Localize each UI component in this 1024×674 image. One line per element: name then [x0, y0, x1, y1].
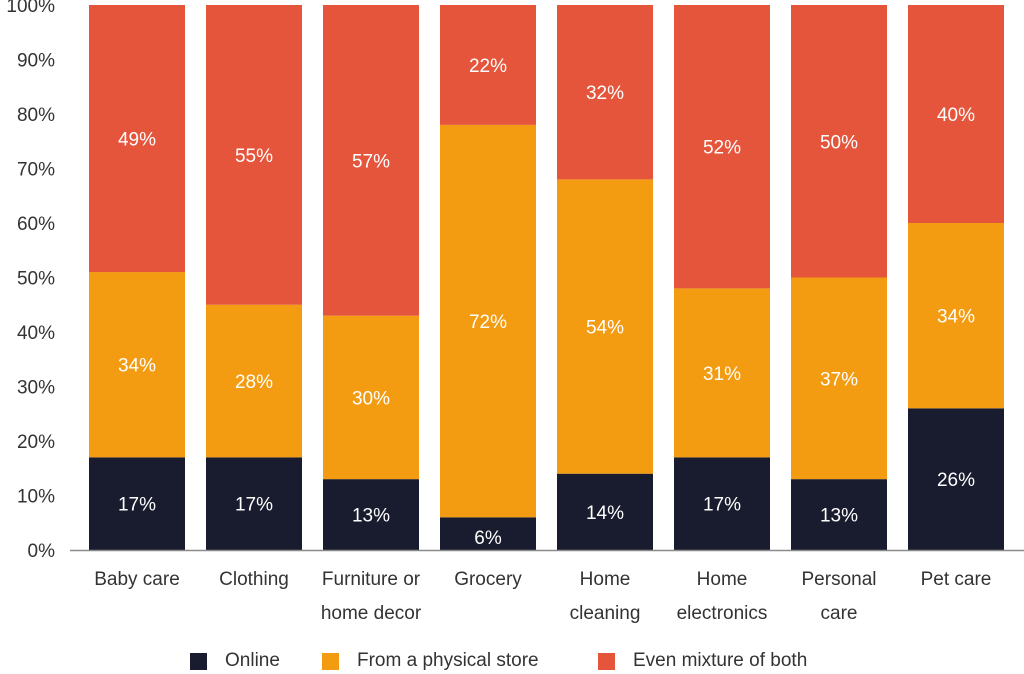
x-tick-label-line: Home [580, 569, 631, 590]
bar-segment-from-a-physical-store [440, 124, 536, 518]
data-label: 26% [937, 470, 975, 491]
bar-segment-even-mixture-of-both [440, 5, 536, 125]
y-tick-label: 20% [17, 432, 55, 453]
bar-segment-even-mixture-of-both [89, 5, 185, 273]
x-tick-label: Personal care [802, 569, 877, 624]
bar-segment-online [908, 408, 1004, 550]
bars: 17% 34% 49% 17% 28% 55% 13% 30% 57% 6% 72% 22% 14% 54… [89, 5, 1004, 550]
bar-segment-from-a-physical-store [89, 272, 185, 458]
x-tick-label-line: Home [697, 569, 748, 590]
data-label: 52% [703, 138, 741, 159]
data-label: 57% [352, 151, 390, 172]
y-tick-label: 100% [6, 0, 55, 17]
x-tick-label: Baby care [94, 569, 180, 590]
legend-label-physical-store: From a physical store [357, 650, 539, 671]
data-label: 6% [474, 528, 502, 549]
x-tick-label-line: Baby care [94, 569, 180, 590]
data-label: 17% [118, 495, 156, 516]
legend-swatch-even-mixture [598, 652, 615, 670]
data-label: 40% [937, 105, 975, 126]
data-label: 34% [937, 307, 975, 328]
bar-segment-even-mixture-of-both [557, 5, 653, 180]
bar-segment-online [557, 473, 653, 550]
bar-segment-even-mixture-of-both [791, 5, 887, 278]
bar-segment-even-mixture-of-both [323, 5, 419, 316]
data-label: 54% [586, 318, 624, 339]
data-label: 14% [586, 503, 624, 524]
data-label: 50% [820, 132, 858, 153]
bar-segment-even-mixture-of-both [674, 5, 770, 289]
bar-segment-from-a-physical-store [557, 179, 653, 474]
data-label: 31% [703, 364, 741, 385]
y-tick-label: 50% [17, 269, 55, 290]
bar-segment-from-a-physical-store [206, 304, 302, 458]
data-label: 34% [118, 356, 156, 377]
x-tick-label: Pet care [921, 569, 992, 590]
bar-segment-from-a-physical-store [791, 277, 887, 480]
x-tick-label: Home electronics [677, 569, 768, 624]
data-label: 37% [820, 369, 858, 390]
x-tick-label-line: Pet care [921, 569, 992, 590]
bar-segment-from-a-physical-store [323, 315, 419, 480]
y-tick-label: 30% [17, 378, 55, 399]
legend-label-even-mixture: Even mixture of both [633, 650, 808, 671]
data-label: 30% [352, 388, 390, 409]
y-axis: 0% 10% 20% 30% 40% 50% 60% 70% 80% 90% 100% [6, 0, 55, 562]
x-tick-label-line: Grocery [454, 569, 522, 590]
x-tick-label-line: cleaning [570, 603, 641, 624]
x-tick-label-line: home decor [321, 603, 422, 624]
bar-segment-online [206, 457, 302, 550]
legend-swatch-physical-store [322, 652, 339, 670]
bar-segment-even-mixture-of-both [206, 5, 302, 305]
x-tick-label: Furniture or home decor [321, 569, 422, 624]
bar-segment-online [674, 457, 770, 550]
data-label: 72% [469, 312, 507, 333]
data-label: 49% [118, 130, 156, 151]
legend-label-online: Online [225, 650, 280, 671]
data-label: 32% [586, 83, 624, 104]
data-label: 55% [235, 146, 273, 167]
data-label: 13% [820, 506, 858, 527]
data-label: 17% [235, 495, 273, 516]
data-label: 28% [235, 372, 273, 393]
y-tick-label: 70% [17, 160, 55, 181]
bar-segment-online [791, 479, 887, 550]
y-tick-label: 80% [17, 105, 55, 126]
x-tick-label-line: electronics [677, 603, 768, 624]
legend-item-online: Online [190, 648, 280, 674]
x-tick-label: Grocery [454, 569, 522, 590]
x-tick-label-line: Furniture or [322, 569, 421, 590]
stacked-bar-chart: 0% 10% 20% 30% 40% 50% 60% 70% 80% 90% 100% 17% 34%… [6, 0, 1024, 624]
y-tick-label: 40% [17, 323, 55, 344]
bar-segment-online [323, 479, 419, 550]
y-tick-label: 60% [17, 214, 55, 235]
x-tick-label-line: Personal [802, 569, 877, 590]
bar-segment-from-a-physical-store [674, 288, 770, 458]
data-label: 13% [352, 506, 390, 527]
x-tick-label: Clothing [219, 569, 289, 590]
data-label: 17% [703, 495, 741, 516]
y-tick-label: 0% [28, 541, 56, 562]
legend-item-physical-store: From a physical store [322, 648, 539, 674]
x-tick-label-line: care [821, 603, 858, 624]
x-tick-label-line: Clothing [219, 569, 289, 590]
bar-segment-online [89, 457, 185, 550]
x-axis: Baby care Clothing Furniture or home decor G… [70, 549, 1024, 624]
legend-swatch-online [190, 652, 207, 670]
bar-segment-even-mixture-of-both [908, 5, 1004, 223]
legend-item-even-mixture: Even mixture of both [598, 648, 807, 674]
y-tick-label: 10% [17, 487, 55, 508]
data-label: 22% [469, 56, 507, 77]
y-tick-label: 90% [17, 51, 55, 72]
legend: Online From a physical store Even mixtur… [0, 648, 1024, 674]
bar-segment-from-a-physical-store [908, 223, 1004, 409]
x-tick-label: Home cleaning [570, 569, 641, 624]
bar-segment-online [440, 517, 536, 550]
